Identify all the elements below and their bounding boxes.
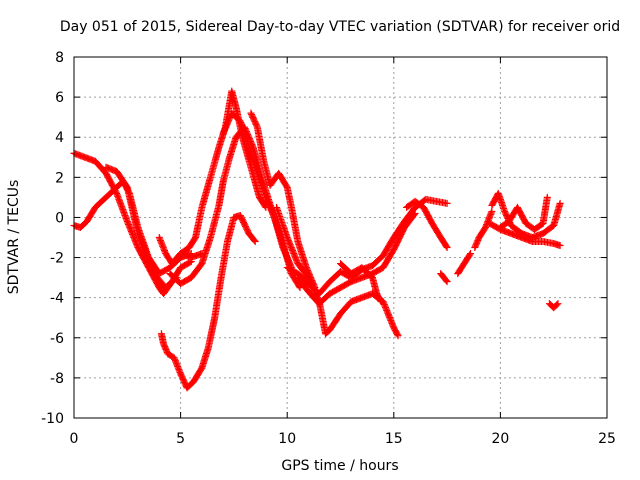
series-arc-19 — [496, 193, 551, 233]
x-tick-label: 20 — [491, 431, 509, 447]
data-point — [250, 236, 258, 244]
x-axis-label: GPS time / hours — [281, 458, 398, 474]
data-point — [466, 251, 474, 259]
series-arc-14 — [403, 197, 451, 252]
data-point — [467, 250, 475, 258]
data-point — [556, 199, 564, 207]
data-point — [443, 278, 451, 286]
x-tick-label: 5 — [176, 431, 185, 447]
data-point — [443, 244, 451, 252]
data-point — [376, 296, 384, 304]
data-point — [251, 238, 259, 246]
y-tick-label: 4 — [55, 130, 64, 146]
y-tick-label: 0 — [55, 210, 64, 226]
y-tick-label: 6 — [55, 90, 64, 106]
y-tick-label: -8 — [50, 371, 64, 387]
series-arc-8 — [219, 109, 295, 272]
series-arc-10 — [273, 203, 402, 340]
y-axis-label: SDTVAR / TECUs — [6, 180, 22, 295]
x-tick-label: 10 — [278, 431, 296, 447]
series-arc-17 — [471, 207, 496, 252]
data-point — [270, 212, 278, 220]
x-tick-label: 25 — [598, 431, 616, 447]
chart-title: Day 051 of 2015, Sidereal Day-to-day VTE… — [60, 19, 620, 35]
data-point — [442, 276, 450, 284]
series-arc-12 — [294, 209, 419, 308]
x-tick-label: 0 — [70, 431, 79, 447]
series-arc-16 — [454, 250, 475, 278]
series-arc-4 — [155, 234, 206, 268]
y-tick-label: 2 — [55, 170, 64, 186]
series-arc-18 — [488, 189, 564, 241]
data-point — [296, 284, 304, 292]
data-point — [442, 242, 450, 250]
data-point — [553, 301, 561, 309]
y-tick-label: -2 — [50, 251, 64, 267]
data-point — [554, 300, 562, 308]
data-point — [543, 193, 551, 201]
y-tick-label: 8 — [55, 50, 64, 66]
data-point — [411, 209, 419, 217]
y-tick-label: -10 — [41, 411, 64, 427]
series-arc-20 — [486, 219, 564, 250]
y-tick-label: -6 — [50, 331, 64, 347]
data-point — [393, 330, 401, 338]
series-arc-13 — [337, 260, 385, 306]
series-arc-21 — [545, 300, 562, 312]
data-point — [556, 242, 564, 250]
grid-lines — [74, 57, 607, 418]
data-point — [488, 207, 496, 215]
data-marks — [70, 87, 564, 392]
y-axis-ticks: -10 -8 -6 -4 -2 0 2 4 6 8 — [41, 50, 607, 427]
data-point — [410, 211, 418, 219]
data-point — [443, 199, 451, 207]
y-tick-label: -4 — [50, 291, 64, 307]
series-arc-5 — [157, 211, 259, 392]
series-arc-15 — [437, 270, 451, 286]
data-point — [394, 332, 402, 340]
x-tick-label: 15 — [385, 431, 403, 447]
data-point — [253, 122, 261, 130]
data-point — [377, 298, 385, 306]
series-arc-3 — [102, 163, 180, 292]
x-axis-ticks: 0 5 10 15 20 25 — [70, 57, 616, 447]
plot-frame — [73, 56, 608, 419]
